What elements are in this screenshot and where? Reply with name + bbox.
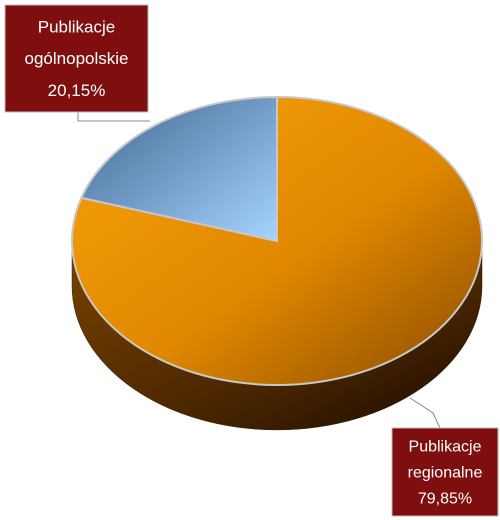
leader-line xyxy=(409,397,441,429)
labels: Publikacje regionalne 79,85% Publikacje ogól… xyxy=(4,4,499,517)
label-value: 20,15% xyxy=(48,81,106,100)
label-word: regionalne xyxy=(408,465,483,482)
label-name: Publikacje ogólnopolskie xyxy=(25,18,129,68)
label-name: Publikacje regionalne xyxy=(408,439,483,482)
label-box xyxy=(4,4,149,113)
label-box xyxy=(391,427,499,517)
label-word: Publikacje xyxy=(409,439,482,456)
label-word: Publikacje xyxy=(38,18,116,37)
pie-slice xyxy=(80,95,278,243)
leader-line xyxy=(77,112,150,122)
pie xyxy=(71,95,483,431)
label-word: ogólnopolskie xyxy=(25,50,129,69)
label-value: 79,85% xyxy=(418,490,472,507)
